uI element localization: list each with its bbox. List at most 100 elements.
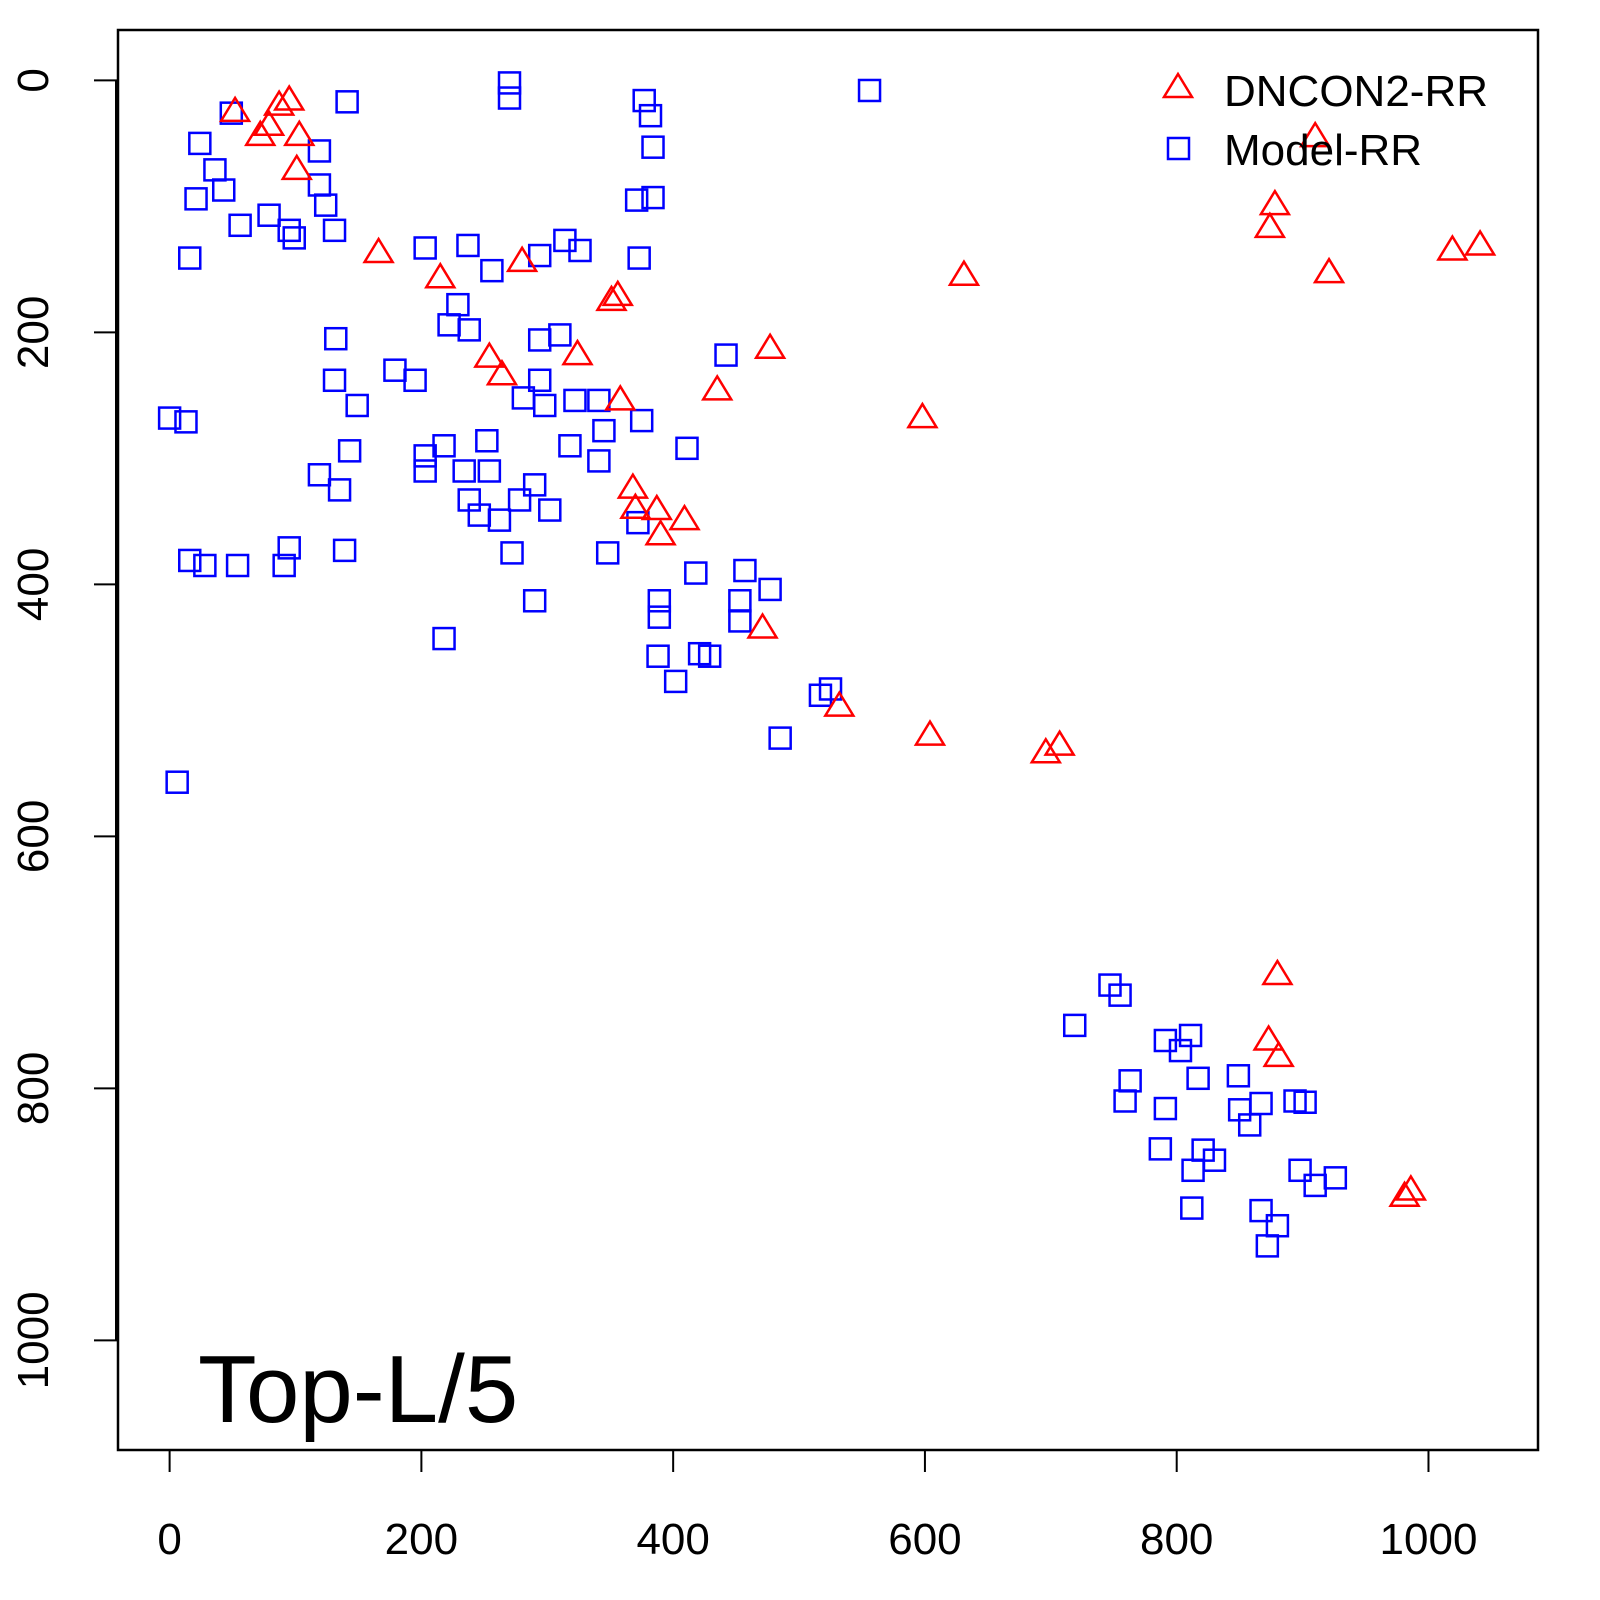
model-rr-point [307, 139, 332, 163]
model-rr-point [1303, 1173, 1327, 1198]
model-rr-point [188, 131, 212, 156]
dncon2-rr-point [262, 89, 296, 116]
dncon2-rr-point [272, 84, 306, 111]
model-rr-point [157, 406, 182, 430]
dncon2-rr-point [1029, 736, 1063, 764]
model-rr-point [1249, 1198, 1273, 1223]
model-rr-point [477, 459, 502, 483]
dncon2-rr-point [753, 332, 787, 360]
dncon2-rr-point [746, 612, 779, 639]
dncon2-rr-point [1043, 729, 1076, 756]
dncon2-rr-point [280, 153, 313, 181]
model-rr-point [272, 553, 296, 578]
model-rr-point [313, 193, 338, 217]
model-rr-point [1148, 1137, 1173, 1161]
model-rr-point [641, 135, 665, 159]
model-rr-point [1265, 1213, 1290, 1238]
dncon2-rr-point [362, 236, 395, 264]
x-tick-label: 1000 [1380, 1515, 1478, 1564]
model-rr-point [587, 449, 611, 473]
model-rr-point [626, 510, 650, 535]
model-rr-point [638, 103, 663, 128]
model-rr-point [327, 478, 352, 502]
y-tick-label: 1000 [9, 1291, 58, 1389]
model-rr-point [1118, 1069, 1142, 1093]
dncon2-rr-point [616, 472, 650, 499]
model-rr-point [174, 410, 198, 434]
model-rr-point [322, 218, 347, 243]
model-rr-point [1249, 1091, 1273, 1116]
x-tick-label: 400 [636, 1515, 709, 1564]
x-tick-label: 200 [385, 1515, 458, 1564]
model-rr-point [533, 393, 557, 418]
legend-label-model: Model-RR [1224, 126, 1422, 175]
dncon2-rr-point [283, 119, 316, 147]
y-tick-label: 200 [9, 296, 58, 369]
dncon2-rr-point [644, 518, 677, 546]
model-rr-point [684, 561, 708, 585]
model-rr-point [728, 609, 752, 633]
model-rr-point [1180, 1196, 1204, 1220]
plot-frame [116, 28, 1540, 1452]
y-tick-label: 400 [9, 548, 58, 621]
model-rr-point [432, 626, 456, 651]
model-rr-point [480, 258, 504, 283]
model-rr-point [697, 644, 722, 668]
model-rr-point [497, 71, 522, 95]
model-rr-point [1202, 1148, 1227, 1172]
model-rr-point [647, 589, 672, 613]
dncon2-rr-point [424, 261, 457, 289]
dncon2-rr-point [906, 401, 939, 429]
model-rr-point [646, 644, 670, 668]
model-rr-point [1181, 1158, 1205, 1183]
model-rr-point [733, 558, 757, 583]
model-rr-point [332, 538, 357, 563]
model-rr-point [507, 488, 532, 512]
model-rr-point [225, 553, 250, 578]
dncon2-rr-point [619, 492, 652, 520]
dncon2-rr-point [1388, 1180, 1421, 1207]
model-rr-point [413, 459, 437, 483]
model-rr-point [322, 368, 347, 393]
model-rr-point [1255, 1234, 1280, 1258]
dncon2-rr-point [1261, 958, 1294, 986]
model-rr-point [629, 408, 654, 433]
legend-square-icon [1166, 136, 1191, 161]
model-rr-point [335, 90, 359, 114]
model-rr-point [178, 246, 202, 270]
model-rr-point [728, 589, 752, 613]
model-rr-point [282, 226, 306, 250]
dncon2-rr-point [252, 109, 286, 137]
model-rr-point [1293, 1090, 1317, 1114]
model-rr-point [563, 388, 587, 413]
dncon2-rr-point [505, 245, 539, 273]
model-rr-point [383, 358, 407, 382]
dncon2-rr-point [485, 358, 519, 386]
model-rr-point [277, 536, 301, 560]
model-rr-point [558, 434, 582, 458]
model-rr-point [632, 88, 656, 113]
dncon2-rr-point [1252, 1024, 1285, 1051]
model-rr-point [413, 236, 437, 260]
legend-label-dncon2: DNCON2-RR [1224, 67, 1488, 116]
model-rr-point [587, 388, 611, 413]
legend-triangle-icon [1161, 71, 1195, 99]
x-tick-label: 600 [888, 1515, 961, 1564]
model-rr-point [203, 158, 227, 182]
dncon2-rr-point [668, 503, 701, 531]
model-rr-point [527, 243, 552, 268]
model-rr-point [647, 605, 672, 629]
dncon2-rr-point [595, 284, 628, 312]
model-rr-point [228, 213, 252, 238]
model-rr-point [324, 326, 348, 351]
y-tick-label: 600 [9, 800, 58, 873]
model-rr-point [432, 434, 456, 458]
model-rr-point [437, 313, 461, 337]
model-rr-point [193, 553, 217, 578]
data-marks [157, 71, 1497, 1258]
model-rr-point [568, 238, 592, 263]
model-rr-point [277, 218, 301, 243]
model-rr-point [758, 577, 782, 602]
model-rr-point [768, 726, 792, 750]
